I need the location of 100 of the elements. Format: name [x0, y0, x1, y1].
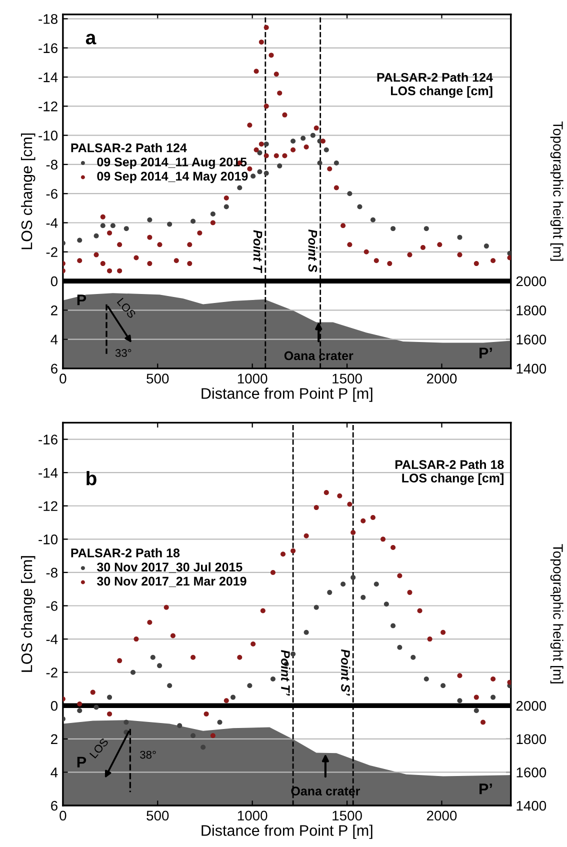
ref-line-label: Point T — [253, 230, 263, 274]
point — [107, 694, 112, 700]
y-axis-title: LOS change [cm] — [20, 133, 36, 250]
y-tick-label: -18 — [38, 14, 58, 24]
point — [370, 515, 376, 520]
annotation: b — [86, 471, 96, 486]
point — [134, 636, 139, 642]
point — [264, 25, 269, 30]
point — [480, 720, 486, 725]
point — [100, 223, 106, 228]
point — [224, 195, 229, 200]
point — [380, 536, 386, 542]
point — [147, 261, 152, 266]
point — [474, 708, 479, 714]
y-tick-label: -14 — [38, 72, 58, 82]
point — [77, 238, 82, 243]
x-tick-label: 2000 — [426, 374, 457, 384]
legend-label: 30 Nov 2017_21 Mar 2019 — [96, 576, 246, 588]
point — [77, 701, 82, 706]
point — [417, 608, 422, 614]
y-tick-label: -6 — [46, 188, 58, 199]
point — [124, 226, 129, 232]
point — [107, 268, 112, 274]
point — [250, 642, 256, 647]
point — [100, 261, 106, 266]
point — [350, 530, 356, 536]
annotation: a — [86, 34, 96, 44]
point — [167, 683, 172, 688]
point — [130, 670, 136, 675]
point — [390, 544, 396, 550]
point — [420, 245, 426, 250]
point — [440, 630, 446, 635]
point — [327, 590, 332, 595]
point — [347, 502, 352, 507]
point — [490, 694, 496, 700]
point — [407, 590, 412, 595]
point — [157, 242, 162, 248]
point — [320, 138, 326, 144]
point — [317, 160, 322, 166]
point — [77, 708, 82, 714]
point — [334, 160, 339, 166]
point — [427, 636, 432, 642]
y-tick-label: 4 — [50, 768, 58, 778]
point — [147, 620, 152, 625]
point — [474, 694, 479, 700]
y-tick-label: 2 — [51, 734, 58, 744]
point — [197, 230, 202, 236]
point — [94, 704, 99, 710]
point — [384, 602, 389, 607]
point — [117, 268, 122, 274]
point — [374, 258, 379, 264]
point — [507, 255, 511, 260]
point — [264, 153, 269, 158]
y2-tick-label: 1600 — [516, 334, 546, 344]
point — [347, 191, 352, 196]
annotation: P’ — [480, 348, 492, 358]
point — [457, 673, 462, 678]
point — [407, 252, 412, 258]
point — [254, 147, 259, 152]
y-tick-label: -2 — [46, 668, 58, 678]
point — [264, 142, 269, 147]
point — [94, 233, 99, 238]
point — [304, 144, 309, 150]
ref-line-label: Point S’ — [341, 649, 350, 696]
annotation: 33° — [115, 349, 132, 357]
point — [150, 654, 156, 660]
point — [457, 252, 462, 258]
point — [134, 255, 139, 260]
point — [247, 166, 252, 172]
point — [277, 90, 282, 96]
x-tick-label: 1500 — [332, 374, 362, 384]
x-tick-label: 0 — [60, 374, 66, 384]
point — [490, 676, 496, 682]
point — [190, 733, 196, 738]
x-tick-label: 0 — [60, 810, 66, 821]
point — [190, 654, 196, 660]
point — [210, 212, 216, 217]
y2-tick-label: 1800 — [516, 306, 546, 316]
point — [282, 112, 288, 118]
point — [390, 226, 396, 232]
legend-title: PALSAR-2 Path 124 — [71, 143, 187, 152]
point — [350, 574, 356, 580]
point — [424, 676, 429, 682]
point — [340, 223, 346, 228]
point — [260, 608, 266, 614]
point — [107, 711, 112, 716]
legend-label: 09 Sep 2014_11 Aug 2015 — [97, 158, 247, 169]
point — [327, 166, 332, 172]
point — [374, 582, 379, 587]
y-axis-title: LOS change [cm] — [20, 556, 36, 672]
point — [167, 222, 172, 227]
point — [157, 663, 162, 668]
point — [147, 217, 152, 222]
point — [224, 204, 229, 210]
point — [257, 169, 262, 174]
point — [474, 261, 479, 266]
point — [254, 68, 259, 74]
point — [440, 683, 446, 688]
point — [204, 711, 209, 716]
point — [117, 242, 122, 248]
